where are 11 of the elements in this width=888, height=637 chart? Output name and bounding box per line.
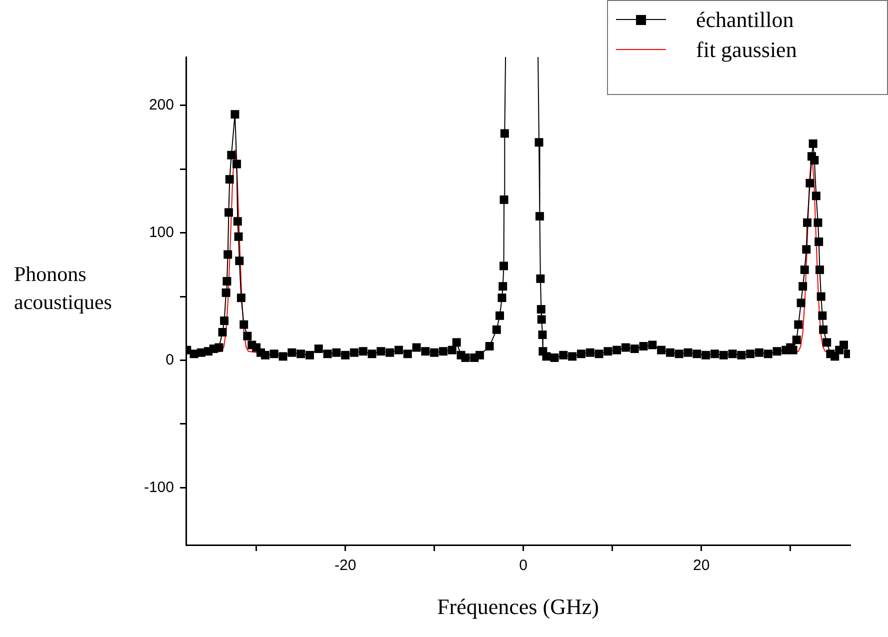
x-tick-label: 20 bbox=[693, 557, 710, 574]
legend-label: fit gaussien bbox=[696, 37, 797, 63]
y-tick-label: 100 bbox=[148, 224, 174, 241]
x-axis-title: Fréquences (GHz) bbox=[436, 594, 600, 620]
y-tick-label: -100 bbox=[144, 478, 174, 496]
y-axis-title: Phonons acoustiques bbox=[14, 261, 113, 316]
x-tick-label: 0 bbox=[519, 557, 528, 574]
legend-label: échantillon bbox=[696, 7, 794, 33]
y-tick-label: 0 bbox=[166, 351, 174, 368]
x-tick-label: -20 bbox=[334, 557, 356, 574]
y-tick-label: 200 bbox=[148, 96, 174, 114]
